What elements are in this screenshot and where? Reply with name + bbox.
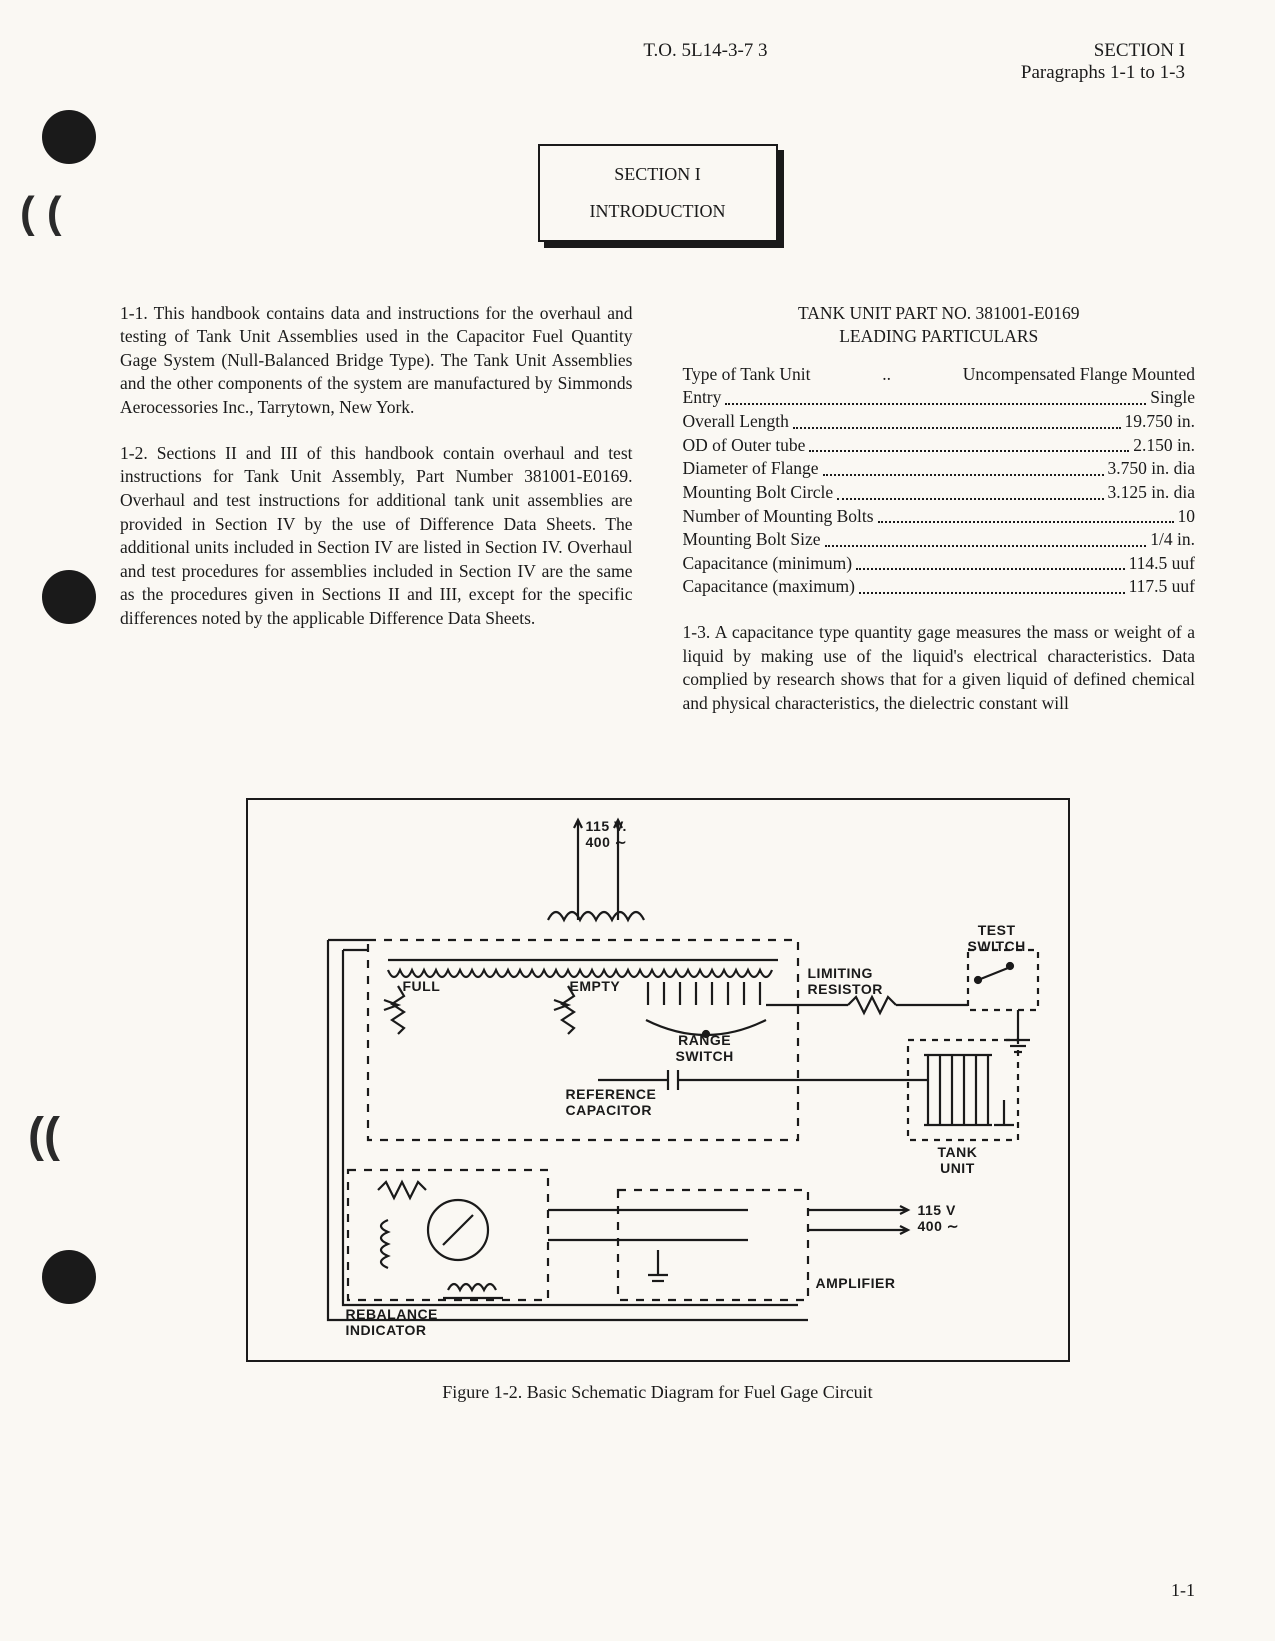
leading-value: Uncompensated Flange Mounted [963, 363, 1195, 387]
right-column: TANK UNIT PART NO. 381001-E0169 LEADING … [683, 302, 1196, 738]
label-115v-right: 115 V 400 ∼ [918, 1202, 959, 1234]
section-number: SECTION I [550, 160, 766, 189]
leading-label: Diameter of Flange [683, 457, 819, 481]
leading-row: Mounting Bolt Circle 3.125 in. dia [683, 481, 1196, 505]
label-amplifier: AMPLIFIER [816, 1275, 896, 1291]
leading-row: OD of Outer tube 2.150 in. [683, 434, 1196, 458]
dot-leader [825, 528, 1147, 547]
label-tank-unit: TANK UNIT [938, 1144, 978, 1176]
dot-leader [859, 575, 1125, 594]
schematic-svg [248, 800, 1068, 1360]
leading-value: 19.750 in. [1125, 410, 1196, 434]
label-rebalance-indicator: REBALANCE INDICATOR [346, 1306, 438, 1338]
leading-label: Capacitance (minimum) [683, 552, 853, 576]
dot-leader [725, 386, 1146, 405]
leading-label: Overall Length [683, 410, 789, 434]
leading-particulars-line: LEADING PARTICULARS [683, 325, 1196, 349]
figure-caption: Figure 1-2. Basic Schematic Diagram for … [120, 1382, 1195, 1403]
leading-value: 1/4 in. [1150, 528, 1195, 552]
punch-hole-icon [42, 570, 96, 624]
leading-row: Diameter of Flange 3.750 in. dia [683, 457, 1196, 481]
paragraph-1-3: 1-3. A capacitance type quantity gage me… [683, 621, 1196, 716]
body-columns: 1-1. This handbook contains data and ins… [120, 302, 1195, 738]
paragraph-1-2: 1-2. Sections II and III of this handboo… [120, 442, 633, 631]
page: ( ( (( T.O. 5L14-3-7 3 SECTION I Paragra… [0, 0, 1275, 1641]
leading-value: 3.750 in. dia [1108, 457, 1196, 481]
label-limiting-resistor: LIMITING RESISTOR [808, 965, 883, 997]
leading-value: 2.150 in. [1133, 434, 1195, 458]
leading-particulars-table: Type of Tank Unit .. Uncompensated Flang… [683, 363, 1196, 599]
leading-row: Capacitance (maximum) 117.5 uuf [683, 575, 1196, 599]
leading-label: Number of Mounting Bolts [683, 505, 874, 529]
box-inner: SECTION I INTRODUCTION [538, 144, 778, 242]
leading-label: Mounting Bolt Size [683, 528, 821, 552]
dot-leader [856, 552, 1124, 571]
label-range-switch: RANGE SWITCH [676, 1032, 734, 1064]
dot-leader [793, 410, 1121, 429]
dot-leader [823, 457, 1104, 476]
leading-row: Entry Single [683, 386, 1196, 410]
section-title: INTRODUCTION [550, 197, 766, 226]
punch-hole-icon [42, 110, 96, 164]
leading-value: Single [1150, 386, 1195, 410]
part-header: TANK UNIT PART NO. 381001-E0169 LEADING … [683, 302, 1196, 349]
dot-leader [837, 481, 1103, 500]
leading-value: 3.125 in. dia [1108, 481, 1196, 505]
header-paragraphs: Paragraphs 1-1 to 1-3 [1021, 62, 1185, 84]
dot-leader [878, 505, 1174, 524]
label-115v-top: 115 V. 400 ∼ [586, 818, 627, 850]
leading-label: Entry [683, 386, 722, 410]
leading-label: OD of Outer tube [683, 434, 806, 458]
paragraph-1-1: 1-1. This handbook contains data and ins… [120, 302, 633, 420]
punch-hole-icon [42, 1250, 96, 1304]
label-reference-capacitor: REFERENCE CAPACITOR [566, 1086, 657, 1118]
leading-row: Type of Tank Unit .. Uncompensated Flang… [683, 363, 1196, 387]
separator: .. [882, 363, 891, 387]
binder-mark-icon: (( [28, 1108, 60, 1163]
leading-row: Overall Length 19.750 in. [683, 410, 1196, 434]
header-section: SECTION I [1021, 40, 1185, 62]
leading-label: Mounting Bolt Circle [683, 481, 834, 505]
label-test-switch: TEST SWITCH [968, 922, 1026, 954]
dot-leader [809, 434, 1129, 453]
label-full: FULL [403, 978, 441, 994]
leading-row: Mounting Bolt Size 1/4 in. [683, 528, 1196, 552]
header-to-number: T.O. 5L14-3-7 3 [130, 40, 1021, 84]
leading-label: Type of Tank Unit [683, 363, 811, 387]
leading-value: 10 [1178, 505, 1196, 529]
page-header: T.O. 5L14-3-7 3 SECTION I Paragraphs 1-1… [130, 40, 1185, 84]
section-title-box: SECTION I INTRODUCTION [538, 144, 778, 242]
part-number-line: TANK UNIT PART NO. 381001-E0169 [683, 302, 1196, 326]
leading-row: Capacitance (minimum) 114.5 uuf [683, 552, 1196, 576]
binder-mark-icon: ( ( [20, 188, 62, 238]
leading-row: Number of Mounting Bolts 10 [683, 505, 1196, 529]
leading-value: 117.5 uuf [1129, 575, 1195, 599]
leading-label: Capacitance (maximum) [683, 575, 856, 599]
header-section-ref: SECTION I Paragraphs 1-1 to 1-3 [1021, 40, 1185, 84]
label-empty: EMPTY [570, 978, 621, 994]
left-column: 1-1. This handbook contains data and ins… [120, 302, 633, 738]
leading-value: 114.5 uuf [1129, 552, 1195, 576]
page-number: 1-1 [1171, 1580, 1195, 1601]
schematic-figure: 115 V. 400 ∼ FULL EMPTY RANGE SWITCH LIM… [246, 798, 1070, 1362]
